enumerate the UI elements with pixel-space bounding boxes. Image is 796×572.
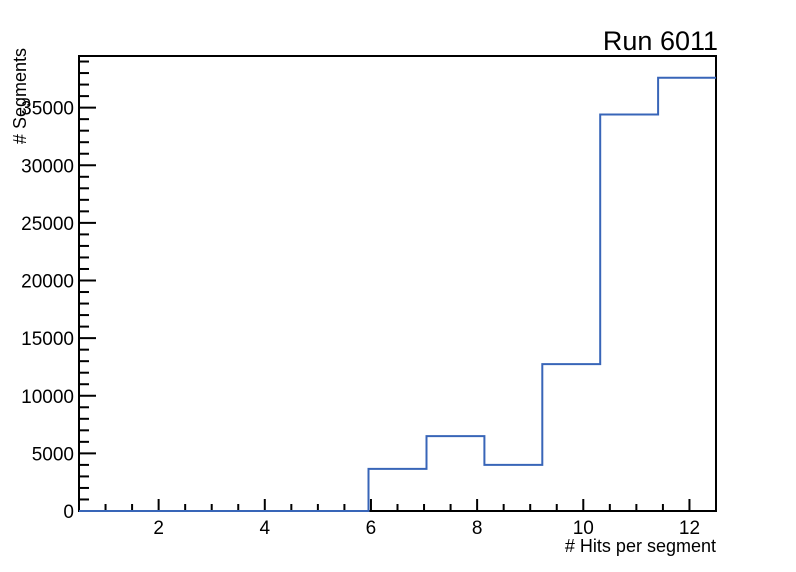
x-tick-label: 6 [366,518,377,539]
plot-frame [78,55,717,512]
x-tick-label: 4 [260,518,271,539]
y-tick-label: 0 [63,502,74,523]
y-tick-label: 5000 [32,444,74,465]
x-tick-label: 8 [472,518,483,539]
y-tick-label: 10000 [21,387,74,408]
histogram-layer [79,76,716,512]
x-axis-title: # Hits per segment [565,536,716,556]
y-tick-label: 15000 [21,329,74,350]
chart-title: Run 6011 [603,26,718,56]
y-tick-label: 35000 [21,99,74,120]
y-tick-label: 30000 [21,156,74,177]
histogram-line [79,76,716,512]
x-tick-label: 10 [573,518,594,539]
x-tick-label: 12 [679,518,700,539]
x-tick-label: 2 [153,518,164,539]
y-tick-label: 25000 [21,214,74,235]
axes-layer: 2 4 6 8 10 12 0 5000 10000 15000 20000 25000 30000 35… [21,55,717,539]
y-tick-label: 20000 [21,272,74,293]
y-axis-title: # Segments [10,48,30,144]
